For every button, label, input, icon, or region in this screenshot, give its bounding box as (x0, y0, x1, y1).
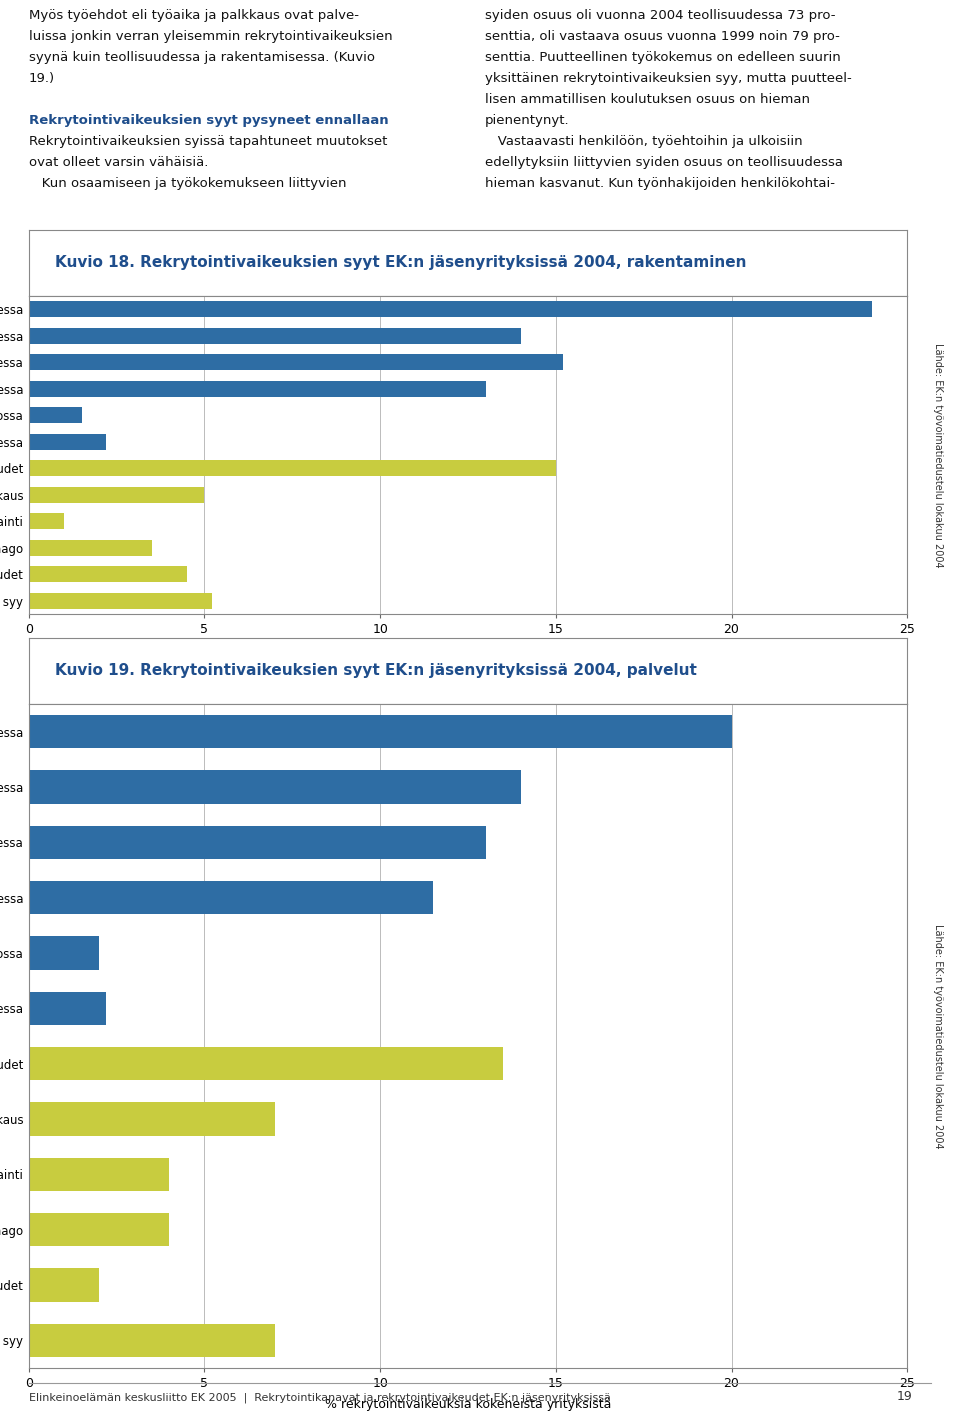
Bar (29, 354, 563, 371)
Text: edellytyksiin liittyvien syiden osuus on teollisuudessa: edellytyksiin liittyvien syiden osuus on… (485, 155, 843, 170)
Text: Lähde: EK:n työvoimatiedustelu lokakuu 2004: Lähde: EK:n työvoimatiedustelu lokakuu 2… (933, 924, 943, 1148)
Bar (29, 486, 204, 503)
Text: Kun osaamiseen ja työkokemukseen liittyvien: Kun osaamiseen ja työkokemukseen liittyv… (29, 177, 347, 190)
Text: syynä kuin teollisuudessa ja rakentamisessa. (Kuvio: syynä kuin teollisuudessa ja rakentamise… (29, 51, 374, 64)
Text: senttia. Puutteellinen työkokemus on edelleen suurin: senttia. Puutteellinen työkokemus on ede… (485, 51, 840, 64)
Bar (29, 1214, 169, 1246)
Bar (29, 991, 107, 1025)
Text: Lähde: EK:n työvoimatiedustelu lokakuu 2004: Lähde: EK:n työvoimatiedustelu lokakuu 2… (933, 342, 943, 568)
Bar (29, 328, 520, 344)
Text: senttia, oli vastaava osuus vuonna 1999 noin 79 pro-: senttia, oli vastaava osuus vuonna 1999 … (485, 30, 839, 43)
Text: syiden osuus oli vuonna 2004 teollisuudessa 73 pro-: syiden osuus oli vuonna 2004 teollisuude… (485, 9, 835, 21)
Text: Rekrytointivaikeuksien syissä tapahtuneet muutokset: Rekrytointivaikeuksien syissä tapahtunee… (29, 135, 387, 148)
Text: Myös työehdot eli työaika ja palkkaus ovat palve-: Myös työehdot eli työaika ja palkkaus ov… (29, 9, 359, 21)
Bar (29, 937, 99, 970)
Text: Kuvio 18. Rekrytointivaikeuksien syyt EK:n jäsenyrityksissä 2004, rakentaminen: Kuvio 18. Rekrytointivaikeuksien syyt EK… (55, 255, 747, 271)
Bar (29, 408, 82, 424)
Bar (29, 540, 152, 556)
Text: 19.): 19.) (29, 71, 55, 86)
Bar (29, 301, 872, 317)
Text: luissa jonkin verran yleisemmin rekrytointivaikeuksien: luissa jonkin verran yleisemmin rekrytoi… (29, 30, 393, 43)
Text: Elinkeinoelämän keskusliitto EK 2005  |  Rekrytointikanavat ja rekrytointivaikeu: Elinkeinoelämän keskusliitto EK 2005 | R… (29, 1392, 611, 1403)
Bar (29, 593, 211, 609)
Bar (29, 381, 486, 396)
Text: Rekrytointivaikeuksien syyt pysyneet ennallaan: Rekrytointivaikeuksien syyt pysyneet enn… (29, 114, 389, 127)
Bar (29, 826, 486, 858)
Bar (29, 1323, 275, 1358)
Bar (29, 1047, 503, 1081)
Text: hieman kasvanut. Kun työnhakijoiden henkilökohtai-: hieman kasvanut. Kun työnhakijoiden henk… (485, 177, 834, 190)
Bar (29, 1102, 275, 1135)
Bar (29, 1158, 169, 1191)
Bar (29, 1268, 99, 1302)
Text: 19: 19 (897, 1390, 912, 1403)
Bar (29, 434, 107, 449)
Bar (29, 513, 64, 529)
Bar (29, 770, 520, 804)
Bar (29, 714, 732, 749)
Text: lisen ammatillisen koulutuksen osuus on hieman: lisen ammatillisen koulutuksen osuus on … (485, 93, 809, 106)
Text: pienentynyt.: pienentynyt. (485, 114, 569, 127)
Bar (29, 461, 556, 476)
Text: yksittäinen rekrytointivaikeuksien syy, mutta puutteel-: yksittäinen rekrytointivaikeuksien syy, … (485, 71, 852, 86)
Bar (29, 566, 187, 582)
Bar (29, 881, 433, 914)
Text: ovat olleet varsin vähäisiä.: ovat olleet varsin vähäisiä. (29, 155, 208, 170)
Text: Vastaavasti henkilöön, työehtoihin ja ulkoisiin: Vastaavasti henkilöön, työehtoihin ja ul… (485, 135, 803, 148)
X-axis label: % rekrytointivaikeuksia kokeneista yrityksistä: % rekrytointivaikeuksia kokeneista yrity… (324, 1399, 612, 1412)
X-axis label: % rekrytointivaikeuksia kokeneista yrityksistä: % rekrytointivaikeuksia kokeneista yrity… (324, 645, 612, 657)
Text: Kuvio 19. Rekrytointivaikeuksien syyt EK:n jäsenyrityksissä 2004, palvelut: Kuvio 19. Rekrytointivaikeuksien syyt EK… (55, 663, 697, 679)
